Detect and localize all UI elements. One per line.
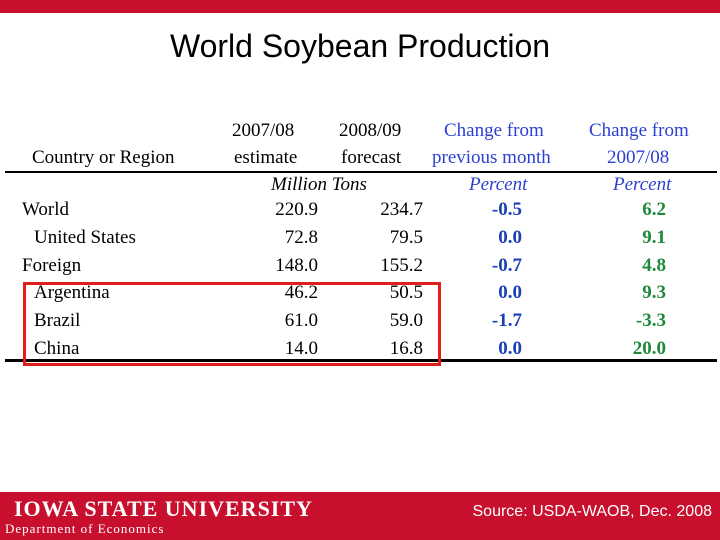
header-change-month-line1: Change from — [444, 120, 544, 141]
row-country: Brazil — [34, 310, 81, 331]
row-2007: 148.0 — [275, 255, 318, 276]
row-change-month: 0.0 — [498, 282, 522, 303]
top-accent-bar — [0, 0, 720, 13]
row-2008: 59.0 — [389, 310, 423, 331]
row-change-month: -1.7 — [491, 310, 522, 331]
row-change-year: 4.8 — [642, 255, 666, 276]
row-country: World — [22, 199, 70, 220]
slide-title: World Soybean Production — [169, 28, 551, 64]
row-change-year: 9.3 — [642, 282, 666, 303]
row-country: United States — [34, 227, 136, 248]
header-change-year-line2: 2007/08 — [607, 147, 670, 168]
row-change-year: 20.0 — [632, 338, 666, 359]
university-logo: IOWA STATE UNIVERSITY — [14, 496, 313, 521]
row-country: Foreign — [22, 255, 82, 276]
row-2007: 46.2 — [284, 282, 318, 303]
unit-percent-year: Percent — [613, 174, 672, 195]
row-change-year: 6.2 — [642, 199, 666, 220]
row-change-year: 9.1 — [642, 227, 666, 248]
row-2008: 155.2 — [380, 255, 423, 276]
header-2008-line2: forecast — [341, 147, 402, 168]
highlight-box — [23, 282, 441, 366]
row-2008: 50.5 — [389, 282, 423, 303]
row-2007: 72.8 — [284, 227, 318, 248]
footer-bar — [0, 492, 720, 540]
bottom-rule — [5, 359, 717, 362]
header-change-month-line2: previous month — [432, 147, 551, 168]
header-country: Country or Region — [32, 147, 175, 168]
row-2008: 79.5 — [389, 227, 423, 248]
header-2007-line1: 2007/08 — [232, 120, 295, 141]
unit-million-tons: Million Tons — [271, 174, 367, 195]
unit-percent-month: Percent — [469, 174, 528, 195]
row-change-year: -3.3 — [635, 310, 666, 331]
row-2007: 14.0 — [284, 338, 318, 359]
row-2007: 61.0 — [284, 310, 318, 331]
row-country: Argentina — [34, 282, 110, 303]
header-2008-line1: 2008/09 — [339, 120, 402, 141]
row-change-month: -0.5 — [491, 199, 522, 220]
row-2008: 234.7 — [380, 199, 423, 220]
department-label: Department of Economics — [5, 521, 165, 536]
row-change-month: -0.7 — [491, 255, 522, 276]
header-rule — [5, 171, 717, 173]
row-change-month: 0.0 — [498, 227, 522, 248]
header-2007-line2: estimate — [234, 147, 298, 168]
row-change-month: 0.0 — [498, 338, 522, 359]
source-note: Source: USDA-WAOB, Dec. 2008 — [472, 503, 713, 520]
row-2008: 16.8 — [389, 338, 423, 359]
row-country: China — [34, 338, 80, 359]
row-2007: 220.9 — [275, 199, 318, 220]
header-change-year-line1: Change from — [589, 120, 689, 141]
